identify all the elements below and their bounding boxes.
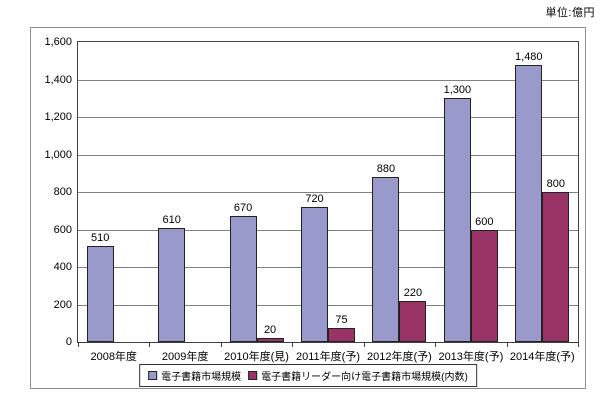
x-axis-tick [506,343,508,347]
x-axis-tick [78,343,79,347]
legend-item-series2: 電子書籍リーダー向け電子書籍市場規模(内数) [248,368,468,383]
y-axis-label: 0 [65,336,72,348]
x-axis-label: 2008年度 [90,351,137,363]
gridline [78,267,578,268]
gridline [78,154,578,156]
bar-series1 [443,98,471,342]
bar-value-label: 670 [233,202,253,215]
legend-label-series1: 電子書籍市場規模 [161,372,242,383]
legend-label-series2: 電子書籍リーダー向け電子書籍市場規模(内数) [261,372,468,383]
bar-series1 [86,246,114,342]
x-axis-tick [220,343,222,347]
y-axis-label: 1,200 [44,111,72,123]
bar-series1 [229,216,257,342]
bar-value-label: 720 [305,193,324,205]
x-axis-tick [363,343,365,347]
bar-value-label: 510 [91,232,110,245]
bar-value-label: 610 [162,213,181,226]
x-axis-label: 2010年度(見) [224,351,289,363]
legend-item-series1: 電子書籍市場規模 [148,368,241,383]
legend-swatch-series1 [148,371,158,380]
y-axis-label: 800 [53,186,72,198]
gridline [78,304,578,306]
bar-series1 [515,64,543,342]
bar-series2 [328,327,355,342]
unit-label: 単位:億円 [545,7,595,19]
bar-value-label: 1,480 [515,50,543,63]
bar-value-label: 880 [376,163,396,175]
legend: 電子書籍市場規模 電子書籍リーダー向け電子書籍市場規模(内数) [139,364,477,387]
y-axis-label: 1,000 [44,148,72,161]
bar-value-label: 75 [335,313,348,326]
gridline [78,117,578,118]
x-axis-tick [149,343,151,347]
x-axis-tick [435,343,437,347]
y-axis-label: 1,400 [44,73,72,86]
gridline [78,229,578,231]
x-axis-tick [292,343,294,347]
x-axis-tick [578,343,579,347]
bar-value-label: 600 [475,215,494,228]
x-axis-label: 2012年度(予) [367,351,432,363]
bar-series2 [399,300,427,342]
bar-series1 [372,177,400,342]
bar-series1 [301,207,328,342]
x-axis-label: 2013年度(予) [438,351,504,363]
y-axis-label: 400 [53,261,72,273]
bar-series2 [470,229,498,342]
bar-value-label: 20 [263,324,277,337]
y-axis-label: 1,600 [44,36,72,48]
bar-series2 [256,338,284,342]
y-axis-label: 200 [53,298,72,311]
y-axis-label: 600 [53,223,72,236]
chart-frame: 510 610 670 20 720 75 880 220 1,300 600 1,480 800 電… [30,27,586,389]
gridline [78,192,578,193]
bar-series1 [158,227,186,342]
x-axis-label: 2009年度 [161,351,209,363]
bar-value-label: 220 [403,286,423,299]
legend-swatch-series2 [248,371,258,380]
bar-value-label: 800 [546,178,565,190]
gridline [78,79,578,81]
bar-series2 [542,192,570,342]
bar-value-label: 1,300 [443,84,472,97]
plot-area: 510 610 670 20 720 75 880 220 1,300 600 1,480 800 [77,41,579,343]
x-axis-label: 2011年度(予) [296,351,360,363]
x-axis-label: 2014年度(予) [509,351,575,363]
